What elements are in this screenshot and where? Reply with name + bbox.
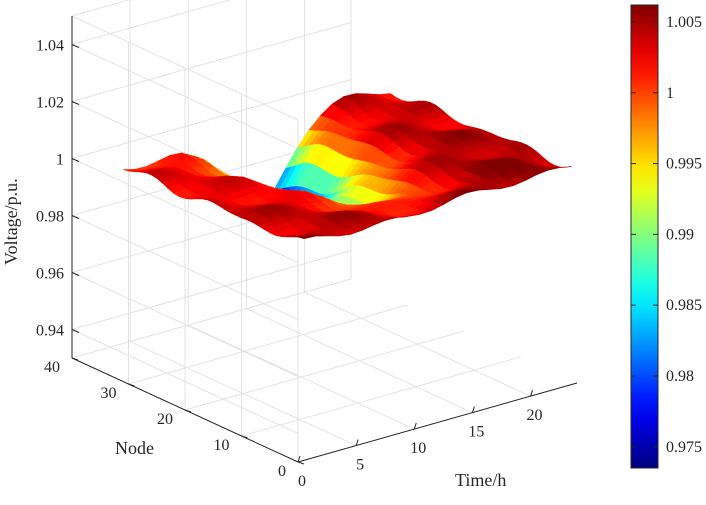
z-tick-label: 1.04 — [36, 38, 64, 55]
colorbar-tick-label: 0.975 — [666, 439, 702, 456]
z-tick-label: 0.98 — [36, 209, 64, 226]
y-tick-label: 0 — [278, 463, 286, 480]
colorbar-tick-label: 0.995 — [666, 156, 702, 173]
x-tick-label: 5 — [356, 457, 364, 474]
colorbar-tick-label: 0.985 — [666, 297, 702, 314]
x-tick-label: 20 — [527, 407, 543, 424]
z-axis-label: Voltage/p.u. — [1, 178, 21, 265]
axis-ticks: 0 5 10 15 20 0 10 20 30 40 0.94 0.96 0.98 1 1.02 1.04 — [36, 38, 543, 491]
x-tick-label: 10 — [410, 440, 426, 457]
z-tick-label: 1.02 — [36, 95, 64, 112]
x-tick-label: 15 — [468, 424, 484, 441]
y-tick-label: 10 — [214, 437, 230, 454]
axes-box — [71, 0, 578, 463]
surface-patch — [554, 166, 572, 168]
x-axis-label: Time/h — [455, 470, 506, 490]
y-axis-label: Node — [115, 438, 154, 458]
y-tick-label: 20 — [157, 411, 173, 428]
z-tick-label: 0.94 — [36, 323, 64, 340]
colorbar-tick-label: 1 — [666, 85, 674, 102]
colorbar-tick-label: 0.98 — [666, 368, 694, 385]
colorbar: 0.975 0.98 0.985 0.99 0.995 1 1.005 — [630, 4, 702, 469]
colorbar-scale — [630, 4, 659, 469]
y-tick-label: 30 — [101, 385, 117, 402]
x-tick-label: 0 — [298, 473, 306, 490]
colorbar-tick-label: 1.005 — [666, 14, 702, 31]
voltage-surface — [123, 93, 572, 240]
y-tick-label: 40 — [44, 359, 60, 376]
colorbar-tick-label: 0.99 — [666, 226, 694, 243]
z-tick-label: 0.96 — [36, 266, 64, 283]
z-tick-label: 1 — [56, 152, 64, 169]
